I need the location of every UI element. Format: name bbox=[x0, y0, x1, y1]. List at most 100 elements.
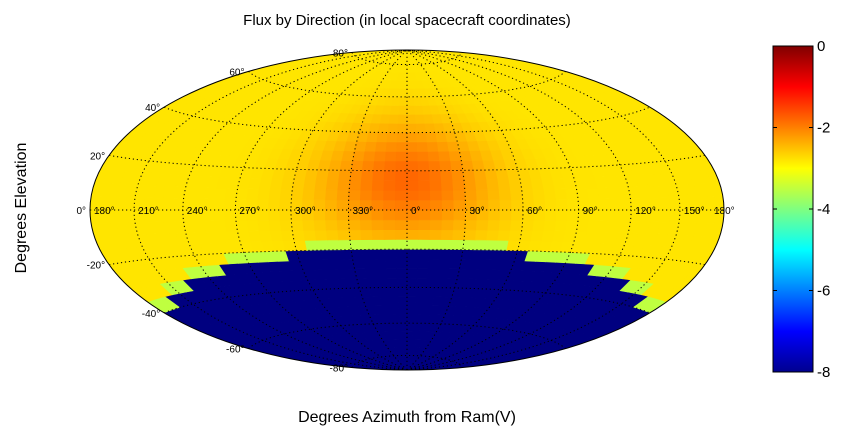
heatmap-cell bbox=[416, 141, 429, 152]
heatmap-cell bbox=[397, 113, 408, 124]
heatmap-cell bbox=[659, 209, 671, 223]
heatmap-cell bbox=[609, 209, 622, 222]
heatmap-cell bbox=[124, 196, 136, 211]
heatmap-cell bbox=[464, 219, 478, 231]
heatmap-cell bbox=[426, 268, 439, 279]
heatmap-cell bbox=[425, 277, 438, 288]
heatmap-cell bbox=[327, 169, 341, 181]
heatmap-cell bbox=[428, 248, 441, 260]
heatmap-cell bbox=[268, 219, 282, 232]
heatmap-cell bbox=[371, 189, 385, 201]
colorbar-ticks: 0 -2 -4 -6 -8 bbox=[773, 38, 830, 381]
heatmap-cell bbox=[386, 132, 398, 143]
heatmap-cell bbox=[315, 169, 330, 181]
heatmap-cell bbox=[290, 219, 304, 231]
heatmap-cell bbox=[565, 188, 579, 200]
heatmap-cell bbox=[464, 189, 478, 201]
heatmap-cell bbox=[395, 258, 408, 269]
heatmap-cell bbox=[460, 249, 475, 260]
heatmap-cell bbox=[395, 239, 408, 250]
heatmap-cell bbox=[313, 189, 327, 201]
elevation-tick-label: 80° bbox=[333, 48, 348, 59]
parallel-line bbox=[164, 286, 650, 314]
heatmap-cell bbox=[418, 219, 431, 230]
heatmap-cell bbox=[473, 169, 487, 181]
heatmap-cell bbox=[452, 229, 466, 241]
heatmap-cell bbox=[406, 190, 420, 201]
heatmap-cell bbox=[313, 219, 327, 231]
heatmap-cell bbox=[441, 189, 455, 201]
heatmap-cell bbox=[395, 160, 408, 171]
colorbar-tick-label: -4 bbox=[817, 201, 830, 218]
heatmap-cell bbox=[475, 219, 489, 231]
heatmap-cell bbox=[566, 198, 579, 211]
heatmap-cell bbox=[399, 88, 408, 98]
heatmap-cell bbox=[450, 160, 464, 171]
heatmap-cell bbox=[543, 220, 557, 232]
heatmap-cell bbox=[488, 209, 501, 221]
heatmap-cell bbox=[314, 229, 328, 241]
heatmap-cell bbox=[406, 113, 417, 124]
heatmap-cell bbox=[554, 188, 568, 200]
heatmap-cell bbox=[395, 249, 408, 260]
heatmap-cell bbox=[417, 258, 430, 269]
heatmap-cell bbox=[510, 189, 524, 201]
heatmap-cell bbox=[379, 113, 391, 124]
elevation-tick-label: 40° bbox=[145, 103, 160, 114]
heatmap-cell bbox=[398, 105, 408, 115]
heatmap-cell bbox=[576, 220, 590, 232]
heatmap-cell bbox=[452, 219, 466, 231]
heatmap-cell bbox=[609, 198, 622, 211]
heatmap-cell bbox=[439, 249, 453, 260]
heatmap-cell bbox=[486, 229, 500, 241]
heatmap-cell bbox=[162, 209, 174, 223]
heatmap-cell bbox=[384, 151, 397, 162]
heatmap-cell bbox=[619, 209, 632, 222]
heatmap-cell bbox=[544, 199, 557, 211]
parallel-line bbox=[351, 52, 463, 66]
heatmap-cell bbox=[400, 331, 408, 341]
azimuth-tick-label: 60° bbox=[527, 206, 542, 217]
heatmap-cell bbox=[586, 220, 600, 233]
heatmap-cell bbox=[376, 132, 389, 143]
heatmap-cell bbox=[393, 322, 402, 333]
azimuth-tick-label: 180° bbox=[94, 206, 115, 217]
heatmap-cell bbox=[451, 239, 465, 250]
parallel-line bbox=[351, 354, 463, 368]
heatmap-cell bbox=[426, 141, 439, 152]
heatmap-cell bbox=[396, 277, 408, 288]
heatmap-cell bbox=[387, 122, 399, 133]
heatmap-cell bbox=[350, 249, 364, 260]
heatmap-cell bbox=[385, 141, 398, 152]
heatmap-cell bbox=[463, 179, 477, 191]
heatmap-cell bbox=[499, 209, 513, 221]
heatmap-cell bbox=[377, 122, 390, 133]
heatmap-cell bbox=[399, 314, 408, 324]
heatmap-cell bbox=[336, 209, 350, 221]
heatmap-cell bbox=[257, 188, 271, 200]
heatmap-cell bbox=[400, 79, 408, 89]
heatmap-cell bbox=[462, 239, 476, 251]
heatmap-cell bbox=[487, 189, 501, 201]
heatmap-cell bbox=[303, 229, 317, 241]
heatmap-cell bbox=[440, 239, 454, 250]
heatmap-cell bbox=[619, 198, 632, 211]
heatmap-cell bbox=[373, 160, 386, 172]
heatmap-cell bbox=[348, 229, 362, 241]
heatmap-cell bbox=[474, 179, 489, 191]
heatmap-cell bbox=[428, 160, 441, 172]
heatmap-cell bbox=[375, 268, 388, 279]
heatmap-cell bbox=[314, 179, 328, 191]
heatmap-cell bbox=[406, 132, 418, 143]
heatmap-cell bbox=[395, 151, 408, 162]
heatmap-cell bbox=[406, 296, 417, 307]
heatmap-cell bbox=[360, 179, 374, 191]
heatmap-cell bbox=[350, 160, 364, 171]
heatmap-cell bbox=[213, 209, 226, 222]
heatmap-cell bbox=[406, 105, 416, 115]
heatmap-cell bbox=[452, 189, 466, 201]
heatmap-cell bbox=[659, 197, 671, 211]
heatmap-cell bbox=[393, 87, 402, 98]
heatmap-cell bbox=[366, 131, 379, 143]
heatmap-cell bbox=[327, 239, 341, 251]
